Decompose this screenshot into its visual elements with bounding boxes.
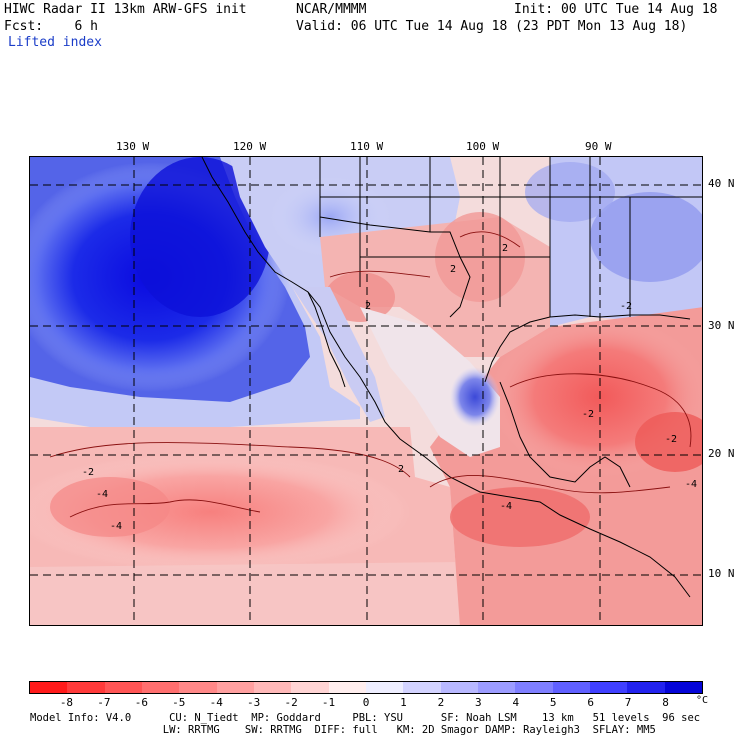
- contour-label: -2: [620, 301, 632, 312]
- color-scale-tick-label: -3: [247, 696, 261, 709]
- contour-line-minus2-west: [49, 442, 411, 478]
- contour-label: -4: [685, 479, 697, 490]
- mexico-gulf-coast: [499, 381, 631, 488]
- pacific-coastline: [201, 157, 691, 598]
- baja-coastline: [307, 291, 346, 388]
- us-mexico-border: [319, 216, 471, 318]
- contour-line-plus2-north: [459, 231, 521, 248]
- color-scale-swatch: [627, 682, 665, 693]
- li-contours: [49, 231, 692, 518]
- color-scale-swatch: [365, 682, 404, 693]
- color-scale-swatch: [104, 682, 142, 693]
- mexican-plateau-stable: [450, 367, 500, 427]
- init-time: Init: 00 UTC Tue 14 Aug 18: [514, 2, 718, 17]
- color-scale-tick-label: 5: [549, 696, 557, 709]
- lon-label-100w: 100 W: [466, 140, 500, 153]
- map-canvas: 2 2 -2 -2 -2 -4 -4 -4 -4 2 -2 2: [30, 157, 702, 625]
- color-scale-swatch: [664, 682, 702, 693]
- valid-time: Valid: 06 UTC Tue 14 Aug 18 (23 PDT Mon …: [296, 19, 688, 34]
- color-scale-swatch: [328, 682, 366, 693]
- contour-label: -2: [665, 434, 677, 445]
- color-scale-tick-label: -4: [209, 696, 223, 709]
- color-scale-swatch: [403, 682, 441, 693]
- contour-label: -4: [96, 489, 108, 500]
- color-scale-tick-label: -5: [172, 696, 186, 709]
- color-scale-swatch: [515, 682, 553, 693]
- color-scale-tick-label: -6: [134, 696, 148, 709]
- color-scale-swatch: [216, 682, 254, 693]
- color-scale-swatch: [141, 682, 180, 693]
- field-name: Lifted index: [8, 35, 102, 50]
- source-label: NCAR/MMMM: [296, 2, 367, 17]
- color-scale-tick-label: 6: [587, 696, 594, 709]
- contour-line-minus4-south: [429, 475, 671, 494]
- contour-label: 2: [398, 464, 404, 475]
- color-scale-swatch: [253, 682, 292, 693]
- color-scale-swatch: [67, 682, 105, 693]
- color-scale-tick-label: -1: [321, 696, 336, 709]
- contour-label: -2: [82, 467, 94, 478]
- lon-label-130w: 130 W: [116, 140, 150, 153]
- caribbean-unstable-core: [635, 412, 702, 472]
- color-scale-tick-label: 8: [662, 696, 669, 709]
- model-info-line1: Model Info: V4.0 CU: N_Tiedt MP: Goddard…: [30, 712, 701, 724]
- contour-label: -4: [500, 501, 512, 512]
- midwest-stable: [525, 162, 615, 222]
- contour-line-minus2-gulf: [509, 373, 692, 448]
- color-scale-tick-label: 4: [512, 696, 520, 709]
- color-scale-swatch: [477, 682, 516, 693]
- contour-line-minus4-west: [69, 499, 261, 518]
- baja-coastal-field: [292, 287, 385, 422]
- forecast-hour: Fcst: 6 h: [4, 19, 98, 34]
- lifted-index-map: 2 2 -2 -2 -2 -4 -4 -4 -4 2 -2 2: [29, 156, 703, 626]
- lon-label-90w: 90 W: [585, 140, 612, 153]
- color-scale-bar: [29, 681, 703, 694]
- coastlines: [201, 157, 702, 598]
- sonora-unstable-core: [325, 272, 395, 322]
- state-borders: [319, 157, 702, 317]
- southeast-us-stable: [590, 192, 702, 282]
- model-info-line2: LW: RRTMG SW: RRTMG DIFF: full KM: 2D Sm…: [30, 724, 656, 736]
- lat-lon-grid: [30, 157, 702, 625]
- color-scale-tick-label: 2: [437, 696, 445, 709]
- color-scale-tick-label: 0: [362, 696, 370, 709]
- color-scale-swatch: [589, 682, 628, 693]
- color-scale-tick-label: 1: [400, 696, 407, 709]
- contour-label: 2: [450, 264, 456, 275]
- contour-label: 2: [365, 301, 371, 312]
- contour-labels: 2 2 -2 -2 -2 -4 -4 -4 -4 2 -2 2: [82, 243, 697, 532]
- color-scale-tick-label: -2: [284, 696, 298, 709]
- color-scale-swatch: [179, 682, 217, 693]
- contour-label: -4: [110, 521, 122, 532]
- contour-label: 2: [502, 243, 508, 254]
- color-scale-tick-label: 7: [624, 696, 632, 709]
- south-edge-band: [30, 562, 460, 625]
- lat-label-40n: 40 N: [708, 177, 735, 190]
- color-scale-tick-label: -8: [59, 696, 74, 709]
- color-scale-swatch: [30, 682, 68, 693]
- color-scale-swatch: [552, 682, 590, 693]
- color-scale-tick-label: -7: [97, 696, 111, 709]
- itcz-west-core: [50, 477, 170, 537]
- lat-label-20n: 20 N: [708, 447, 735, 460]
- lat-label-10n: 10 N: [708, 567, 735, 580]
- lat-label-30n: 30 N: [708, 319, 735, 332]
- color-scale-swatch: [440, 682, 478, 693]
- lon-label-110w: 110 W: [350, 140, 384, 153]
- mexico-pacific-unstable: [450, 487, 590, 547]
- contour-line-plus2-plains: [329, 270, 431, 278]
- color-scale-unit: °C: [696, 695, 709, 706]
- model-title: HIWC Radar II 13km ARW-GFS init: [4, 2, 247, 17]
- lon-label-120w: 120 W: [233, 140, 267, 153]
- pacific-stable-core-inner: [130, 157, 270, 317]
- color-scale-tick-label: 3: [475, 696, 482, 709]
- contour-label: -2: [582, 409, 594, 420]
- color-scale-swatch: [291, 682, 329, 693]
